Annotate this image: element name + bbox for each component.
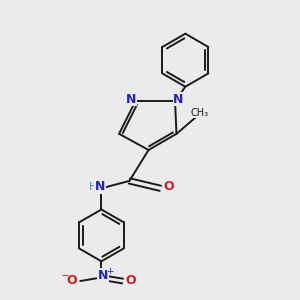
Text: N: N xyxy=(95,180,105,193)
Text: N: N xyxy=(98,268,108,282)
Text: O: O xyxy=(67,274,77,287)
Text: O: O xyxy=(163,180,174,193)
Text: O: O xyxy=(125,274,136,287)
Text: −: − xyxy=(61,271,70,281)
Text: +: + xyxy=(106,266,114,275)
Text: N: N xyxy=(126,93,136,106)
Text: CH₃: CH₃ xyxy=(190,108,208,118)
Text: N: N xyxy=(173,93,184,106)
Text: H: H xyxy=(88,182,97,192)
